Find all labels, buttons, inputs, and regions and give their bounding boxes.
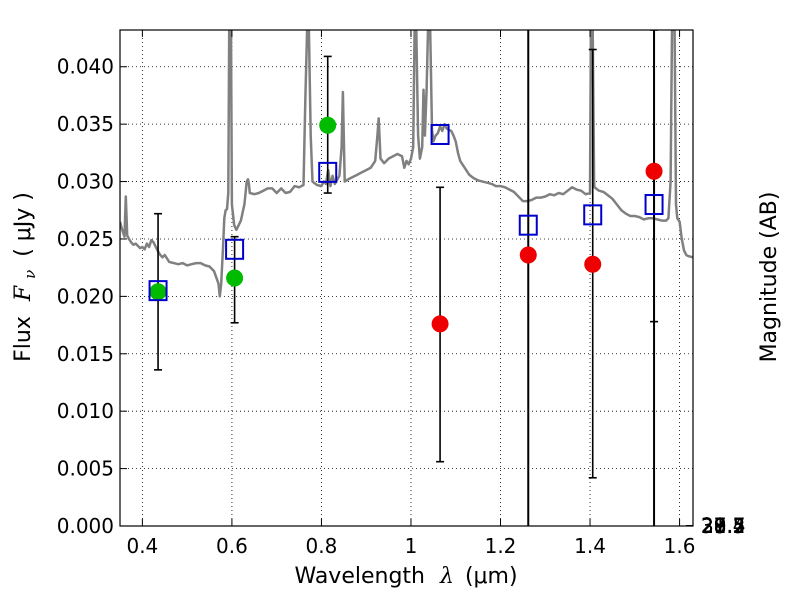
- x-axis-title: Wavelength λ (μm): [294, 564, 517, 589]
- x-tick-label: 1.4: [574, 534, 606, 558]
- y2-tick-label: 28.5: [701, 514, 746, 538]
- x-axis-title-text: Wavelength: [294, 564, 425, 589]
- y-axis-title-text: Flux: [11, 316, 36, 362]
- y-tick-label: 0.005: [57, 457, 114, 481]
- y-tick-label: 0.010: [57, 399, 114, 423]
- data-point-square: [148, 280, 168, 302]
- data-point-square: [644, 194, 664, 216]
- data-point-circle: [584, 255, 602, 273]
- data-point-square: [225, 238, 245, 260]
- data-point-square: [430, 123, 450, 145]
- data-markers: [148, 116, 664, 333]
- data-point-circle: [645, 162, 663, 180]
- y-axis-title-unit: ( μJy ): [11, 192, 36, 257]
- x-axis-title-unit: (μm): [465, 564, 518, 589]
- y2-tick-label: 29: [701, 514, 726, 538]
- y-tick-label: 0.000: [57, 514, 114, 538]
- data-point-circle: [319, 116, 337, 134]
- x-tick-label: 1.6: [664, 534, 696, 558]
- y-axis-title-symbol: F: [11, 285, 36, 302]
- y-tick-label: 0.025: [57, 227, 114, 251]
- axes-frame: [119, 29, 694, 527]
- model-sed-line: [120, 30, 693, 298]
- y2-tick-label: 30: [701, 514, 726, 538]
- y2-tick-label: 28.2: [701, 514, 746, 538]
- y2-axis-title: Magnitude (AB): [757, 192, 782, 363]
- data-point-circle: [226, 269, 244, 287]
- x-tick-label: 0.6: [216, 534, 248, 558]
- y-axis-title: Flux F ν ( μJy ): [11, 192, 41, 362]
- data-point-circle: [149, 283, 167, 301]
- data-point-circle: [431, 315, 449, 333]
- y-tick-label: 0.035: [57, 112, 114, 136]
- y2-tick-label: 29.5: [701, 514, 746, 538]
- plot-area: [120, 30, 693, 526]
- data-point-square: [518, 214, 538, 236]
- y2-tick-label: 31: [701, 514, 726, 538]
- x-tick-label: 0.8: [306, 534, 338, 558]
- data-point-circle: [519, 246, 537, 264]
- y-tick-label: 0.030: [57, 170, 114, 194]
- x-axis-title-symbol: λ: [439, 564, 454, 589]
- y2-tick-label: 27.7: [701, 514, 746, 538]
- y2-tick-label: 27.4: [701, 514, 746, 538]
- y-tick-label: 0.040: [57, 55, 114, 79]
- data-point-square: [583, 204, 603, 226]
- y2-tick-label: 28: [701, 514, 726, 538]
- grid: [120, 30, 693, 527]
- y-tick-label: 0.015: [57, 342, 114, 366]
- x-tick-label: 1.2: [485, 534, 517, 558]
- axis-ticks: 0.4 0.6 0.8 1 1.2 1.4 1.6 0.000 0.005 0.010 0.015 0…: [57, 30, 746, 558]
- x-tick-label: 0.4: [126, 534, 158, 558]
- y-tick-label: 0.020: [57, 284, 114, 308]
- data-point-square: [318, 161, 338, 183]
- y-axis-title-subscript: ν: [21, 270, 39, 279]
- y2-tick-label: 27.5: [701, 514, 746, 538]
- x-tick-label: 1: [405, 534, 418, 558]
